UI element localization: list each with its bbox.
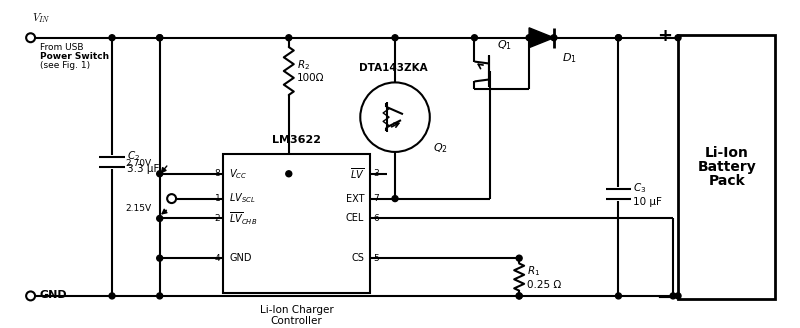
Text: 4: 4 <box>214 254 220 263</box>
Circle shape <box>551 35 557 41</box>
Text: $\overline{LV}$: $\overline{LV}$ <box>350 166 364 181</box>
Circle shape <box>26 33 35 42</box>
Bar <box>223 154 370 293</box>
Text: (see Fig. 1): (see Fig. 1) <box>39 61 90 70</box>
Text: Li-Ion: Li-Ion <box>705 146 749 160</box>
Circle shape <box>526 35 532 41</box>
Text: Li-Ion Charger: Li-Ion Charger <box>260 305 334 315</box>
Text: Power Switch: Power Switch <box>39 51 109 61</box>
Text: 0.25 Ω: 0.25 Ω <box>527 280 562 290</box>
Text: $C_3$: $C_3$ <box>634 181 646 195</box>
Circle shape <box>392 195 398 202</box>
Circle shape <box>516 293 522 299</box>
Circle shape <box>157 215 162 221</box>
Circle shape <box>286 171 292 177</box>
Text: CEL: CEL <box>346 214 364 223</box>
Text: $R_2$: $R_2$ <box>297 58 310 72</box>
Circle shape <box>516 255 522 261</box>
Text: 8: 8 <box>214 169 220 178</box>
Circle shape <box>109 35 115 41</box>
Text: GND: GND <box>230 253 252 263</box>
Polygon shape <box>529 28 554 48</box>
Circle shape <box>670 293 676 299</box>
Text: $C_2$: $C_2$ <box>127 149 140 163</box>
Text: −: − <box>657 289 672 307</box>
Text: $R_1$: $R_1$ <box>527 264 540 278</box>
Text: 6: 6 <box>373 214 379 223</box>
Text: $\overline{LV}_{CHB}$: $\overline{LV}_{CHB}$ <box>230 210 258 227</box>
Circle shape <box>157 293 162 299</box>
Text: LM3622: LM3622 <box>272 135 322 145</box>
Circle shape <box>157 255 162 261</box>
Text: DTA143ZKA: DTA143ZKA <box>358 63 427 72</box>
Text: 10 μF: 10 μF <box>634 196 662 207</box>
Text: 1: 1 <box>214 194 220 203</box>
Circle shape <box>157 171 162 177</box>
Circle shape <box>109 293 115 299</box>
Text: CS: CS <box>351 253 364 263</box>
Circle shape <box>615 35 622 41</box>
Text: 2: 2 <box>214 214 220 223</box>
Text: From USB: From USB <box>39 43 83 52</box>
Circle shape <box>157 35 162 41</box>
Text: $D_1$: $D_1$ <box>562 51 577 65</box>
Text: $LV_{SCL}$: $LV_{SCL}$ <box>230 192 256 206</box>
Circle shape <box>26 292 35 300</box>
Text: Pack: Pack <box>708 174 745 188</box>
Text: +: + <box>657 27 672 45</box>
Circle shape <box>392 35 398 41</box>
Circle shape <box>157 35 162 41</box>
Circle shape <box>615 293 622 299</box>
Circle shape <box>471 35 478 41</box>
Circle shape <box>167 194 176 203</box>
Text: EXT: EXT <box>346 194 364 204</box>
Text: 3: 3 <box>373 169 379 178</box>
Circle shape <box>675 293 681 299</box>
Circle shape <box>516 293 522 299</box>
Text: 100Ω: 100Ω <box>297 73 324 83</box>
Circle shape <box>675 35 681 41</box>
Text: 2.15V: 2.15V <box>126 204 152 213</box>
Text: 7: 7 <box>373 194 379 203</box>
Bar <box>678 35 775 299</box>
Text: GND: GND <box>39 290 67 300</box>
Text: 5: 5 <box>373 254 379 263</box>
Text: $Q_2$: $Q_2$ <box>433 141 448 155</box>
Circle shape <box>286 35 292 41</box>
Text: Battery: Battery <box>698 160 756 174</box>
Text: 2.70V: 2.70V <box>126 159 152 168</box>
Text: $V_{IN}$: $V_{IN}$ <box>32 11 50 25</box>
Text: Controller: Controller <box>271 316 322 326</box>
Circle shape <box>615 35 622 41</box>
Text: 3.3 μF: 3.3 μF <box>127 164 159 174</box>
Text: $V_{CC}$: $V_{CC}$ <box>230 167 247 181</box>
Text: $Q_1$: $Q_1$ <box>498 38 512 51</box>
